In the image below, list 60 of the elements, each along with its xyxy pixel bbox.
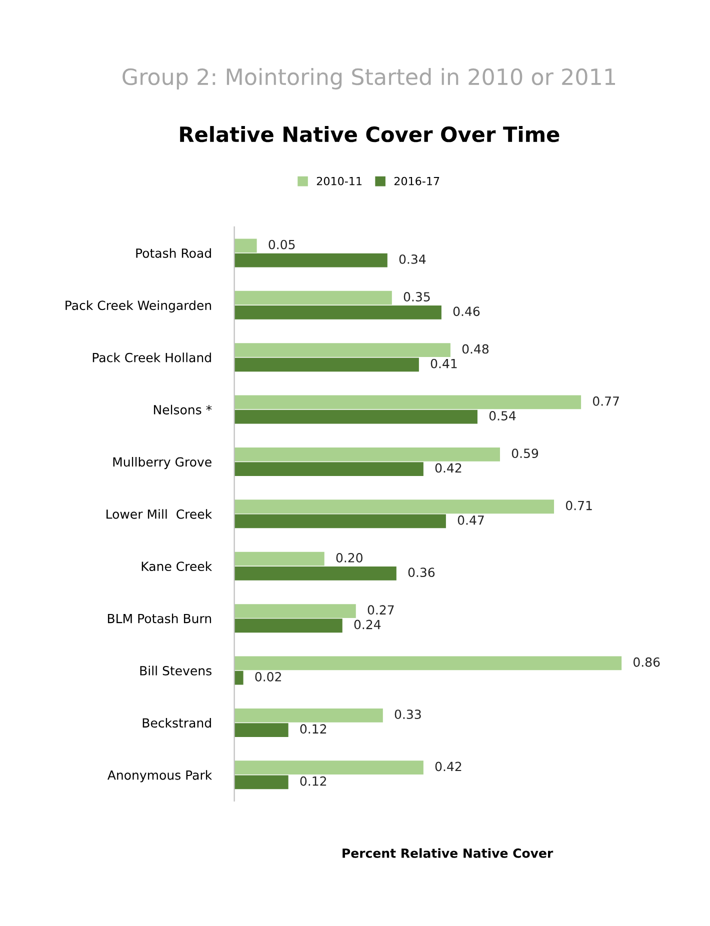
bar: [234, 723, 288, 737]
bar: [234, 514, 446, 528]
y-tick-label: Lower Mill Creek: [106, 509, 212, 519]
bar: [234, 358, 419, 372]
data-label: 0.05: [268, 240, 295, 250]
bar: [234, 410, 478, 424]
data-label: 0.02: [255, 672, 281, 682]
bar: [234, 656, 622, 670]
y-tick-label: Nelsons *: [154, 404, 212, 414]
bar: [234, 552, 324, 566]
data-label: 0.41: [430, 358, 457, 368]
data-label: 0.59: [512, 448, 538, 458]
bar: [234, 775, 288, 790]
chart-subtitle: Relative Native Cover Over Time: [180, 126, 560, 142]
y-tick-label: Pack Creek Weingarden: [66, 300, 212, 313]
bar: [234, 238, 257, 253]
data-label: 0.77: [592, 396, 619, 406]
bar: [234, 760, 424, 775]
x-axis-title: Percent Relative Native Cover: [342, 848, 554, 858]
data-label: 0.20: [336, 552, 362, 562]
y-tick-label: Pack Creek Holland: [92, 352, 211, 362]
bar: [234, 447, 500, 462]
data-label: 0.86: [634, 657, 660, 667]
data-label: 0.33: [394, 710, 421, 720]
data-label: 0.54: [489, 411, 516, 420]
bar: [234, 708, 383, 722]
y-tick-label: BLM Potash Burn: [108, 614, 212, 624]
data-label: 0.24: [354, 620, 381, 630]
data-label: 0.12: [300, 776, 326, 786]
data-label: 0.27: [368, 605, 394, 615]
data-label: 0.71: [566, 500, 592, 510]
bar: [234, 604, 356, 618]
data-label: 0.46: [453, 306, 480, 316]
data-label: 0.34: [399, 254, 426, 264]
bar: [234, 253, 388, 268]
bar: [234, 343, 450, 357]
bar: [234, 670, 244, 685]
chart-title: Group 2: Mointoring Started in 2010 or 2011: [122, 68, 616, 90]
bar: [234, 462, 424, 476]
y-tick-label: Mullberry Grove: [113, 456, 212, 470]
data-label: 0.42: [435, 463, 462, 473]
y-tick-label: Beckstrand: [142, 718, 211, 728]
bar: [234, 618, 342, 633]
data-label: 0.36: [408, 568, 435, 578]
legend-label: 2010-11: [316, 176, 362, 186]
data-label: 0.12: [300, 724, 326, 734]
bar: [234, 290, 392, 305]
y-tick-label: Anonymous Park: [107, 770, 212, 782]
data-label: 0.48: [462, 344, 489, 354]
bar: [234, 566, 396, 580]
data-label: 0.35: [404, 292, 430, 302]
y-tick-label: Kane Creek: [142, 561, 212, 572]
legend-label: 2016-17: [394, 176, 440, 186]
data-label: 0.42: [435, 762, 462, 772]
bar: [234, 395, 582, 410]
bar: [234, 306, 442, 320]
y-tick-label: Bill Stevens: [140, 666, 212, 676]
data-label: 0.47: [458, 515, 484, 525]
y-tick-label: Potash Road: [136, 248, 211, 258]
bar: [234, 500, 554, 514]
